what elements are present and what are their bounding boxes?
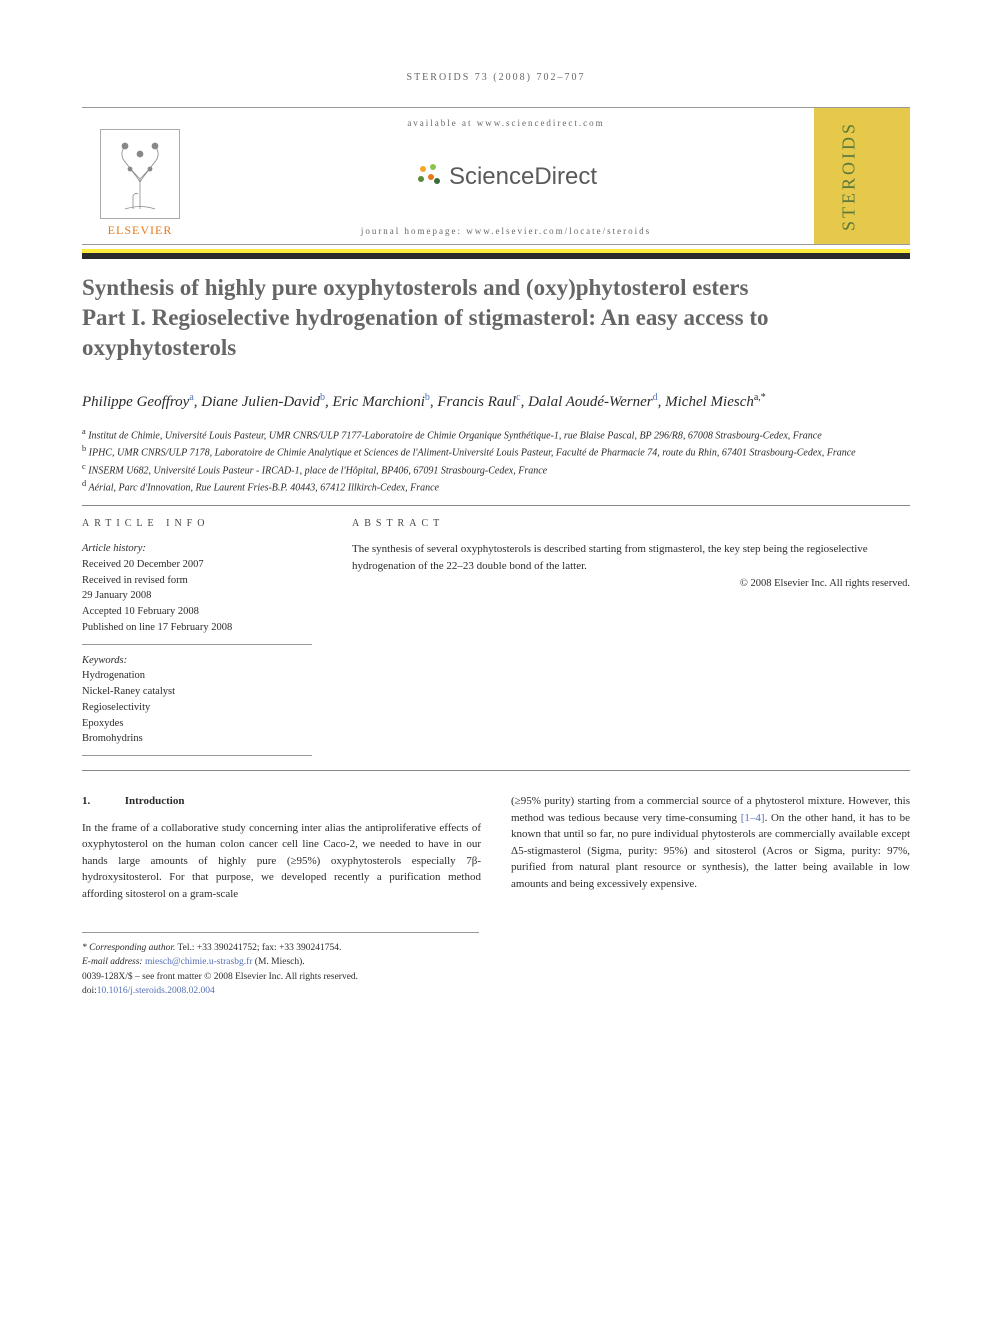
keywords-label: Keywords: [82,655,127,666]
meta-row: ARTICLE INFO Article history: Received 2… [82,518,910,756]
section-heading: 1. Introduction [82,793,481,810]
journal-homepage-line: journal homepage: www.elsevier.com/locat… [361,226,651,236]
author: Francis Raulc [437,394,520,410]
article-info-heading: ARTICLE INFO [82,518,312,529]
keywords-block: Keywords: Hydrogenation Nickel-Raney cat… [82,653,312,757]
affiliations: a Institut de Chimie, Université Louis P… [82,426,910,495]
black-bar [82,253,910,259]
title-line-1: Synthesis of highly pure oxyphytosterols… [82,275,748,300]
section-number: 1. [82,793,122,810]
abstract-text: The synthesis of several oxyphytosterols… [352,541,910,574]
elsevier-name: ELSEVIER [108,223,173,238]
footnote-copyright: 0039-128X/$ – see front matter © 2008 El… [82,970,479,984]
elsevier-logo-box: ELSEVIER [82,108,198,244]
history-accepted: Accepted 10 February 2008 [82,606,199,617]
article-history: Article history: Received 20 December 20… [82,541,312,645]
affiliation: d Aérial, Parc d'Innovation, Rue Laurent… [82,478,910,495]
author: Diane Julien-Davidb [201,394,325,410]
history-received: Received 20 December 2007 [82,559,204,570]
keyword: Hydrogenation [82,670,145,681]
keyword: Epoxydes [82,718,123,729]
author: Michel Miescha,* [665,394,766,410]
body-column-left: 1. Introduction In the frame of a collab… [82,793,481,902]
affiliation: c INSERM U682, Université Louis Pasteur … [82,461,910,478]
article-info-column: ARTICLE INFO Article history: Received 2… [82,518,312,756]
rule [82,505,910,506]
author: Eric Marchionib [333,394,430,410]
footnotes: * Corresponding author. Tel.: +33 390241… [82,932,479,998]
body-column-right: (≥95% purity) starting from a commercial… [511,793,910,902]
history-revised-label: Received in revised form [82,575,188,586]
title-line-2: Part I. Regioselective hydrogenation of … [82,305,768,360]
history-revised-date: 29 January 2008 [82,590,151,601]
keyword: Regioselectivity [82,702,150,713]
author-list: Philippe Geoffroya, Diane Julien-Davidb,… [82,391,910,412]
sciencedirect-icon [415,161,443,193]
running-header: STEROIDS 73 (2008) 702–707 [82,72,910,83]
doi-link[interactable]: 10.1016/j.steroids.2008.02.004 [97,986,215,996]
rule [82,770,910,771]
center-banner: available at www.sciencedirect.com Scien… [198,108,814,244]
section-title: Introduction [125,795,185,807]
abstract-column: ABSTRACT The synthesis of several oxyphy… [352,518,910,756]
keyword: Bromohydrins [82,733,143,744]
sciencedirect-logo: ScienceDirect [415,161,597,193]
sciencedirect-text: ScienceDirect [449,163,597,191]
availability-line: available at www.sciencedirect.com [407,118,604,128]
history-label: Article history: [82,543,146,554]
copyright-line: © 2008 Elsevier Inc. All rights reserved… [352,578,910,589]
top-banner: ELSEVIER available at www.sciencedirect.… [82,107,910,245]
corresponding-author: * Corresponding author. Tel.: +33 390241… [82,941,479,955]
elsevier-tree-icon [100,129,180,219]
email-line: E-mail address: miesch@chimie.u-strasbg.… [82,955,479,969]
author: Dalal Aoudé-Wernerd [528,394,658,410]
author: Philippe Geoffroya [82,394,194,410]
email-link[interactable]: miesch@chimie.u-strasbg.fr [145,957,252,967]
history-published: Published on line 17 February 2008 [82,622,232,633]
journal-cover: STEROIDS [814,108,910,244]
abstract-heading: ABSTRACT [352,518,910,529]
keyword: Nickel-Raney catalyst [82,686,175,697]
body-paragraph: In the frame of a collaborative study co… [82,820,481,903]
citation-link[interactable]: [1–4] [741,812,765,824]
body-columns: 1. Introduction In the frame of a collab… [82,793,910,902]
journal-cover-title: STEROIDS [838,121,859,231]
affiliation: b IPHC, UMR CNRS/ULP 7178, Laboratoire d… [82,443,910,460]
affiliation: a Institut de Chimie, Université Louis P… [82,426,910,443]
body-paragraph: (≥95% purity) starting from a commercial… [511,793,910,892]
doi-line: doi:10.1016/j.steroids.2008.02.004 [82,984,479,998]
article-title: Synthesis of highly pure oxyphytosterols… [82,273,910,363]
